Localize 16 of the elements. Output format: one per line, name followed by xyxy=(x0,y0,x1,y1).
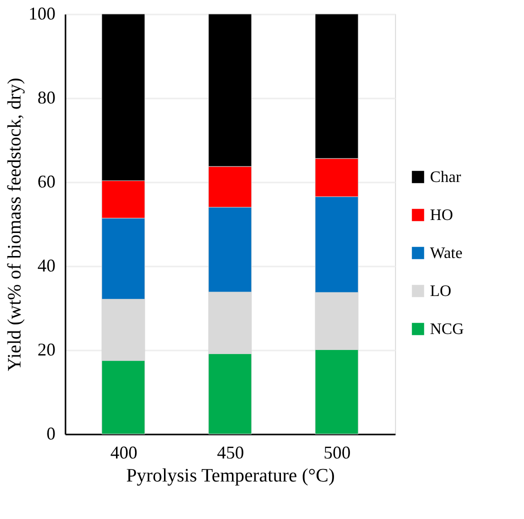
y-axis-title: Yield (wt% of biomass feedstock, dry) xyxy=(4,78,26,372)
legend-label: HO xyxy=(430,207,454,224)
y-tick-label: 100 xyxy=(28,4,56,24)
x-tick-label: 500 xyxy=(324,442,351,462)
x-tick-label: 400 xyxy=(110,442,138,462)
y-tick-label: 0 xyxy=(46,424,56,444)
y-tick-label: 80 xyxy=(38,88,56,108)
legend-label: Char xyxy=(430,169,462,186)
legend-label: NCG xyxy=(430,321,464,338)
x-tick-label: 450 xyxy=(217,442,244,462)
legend-label: Wate xyxy=(430,245,462,262)
y-tick-label: 60 xyxy=(38,172,56,192)
y-tick-label: 40 xyxy=(38,256,56,276)
x-axis-title: Pyrolysis Temperature (°C) xyxy=(126,466,335,486)
y-tick-label: 20 xyxy=(38,340,56,360)
legend-label: LO xyxy=(430,283,452,300)
